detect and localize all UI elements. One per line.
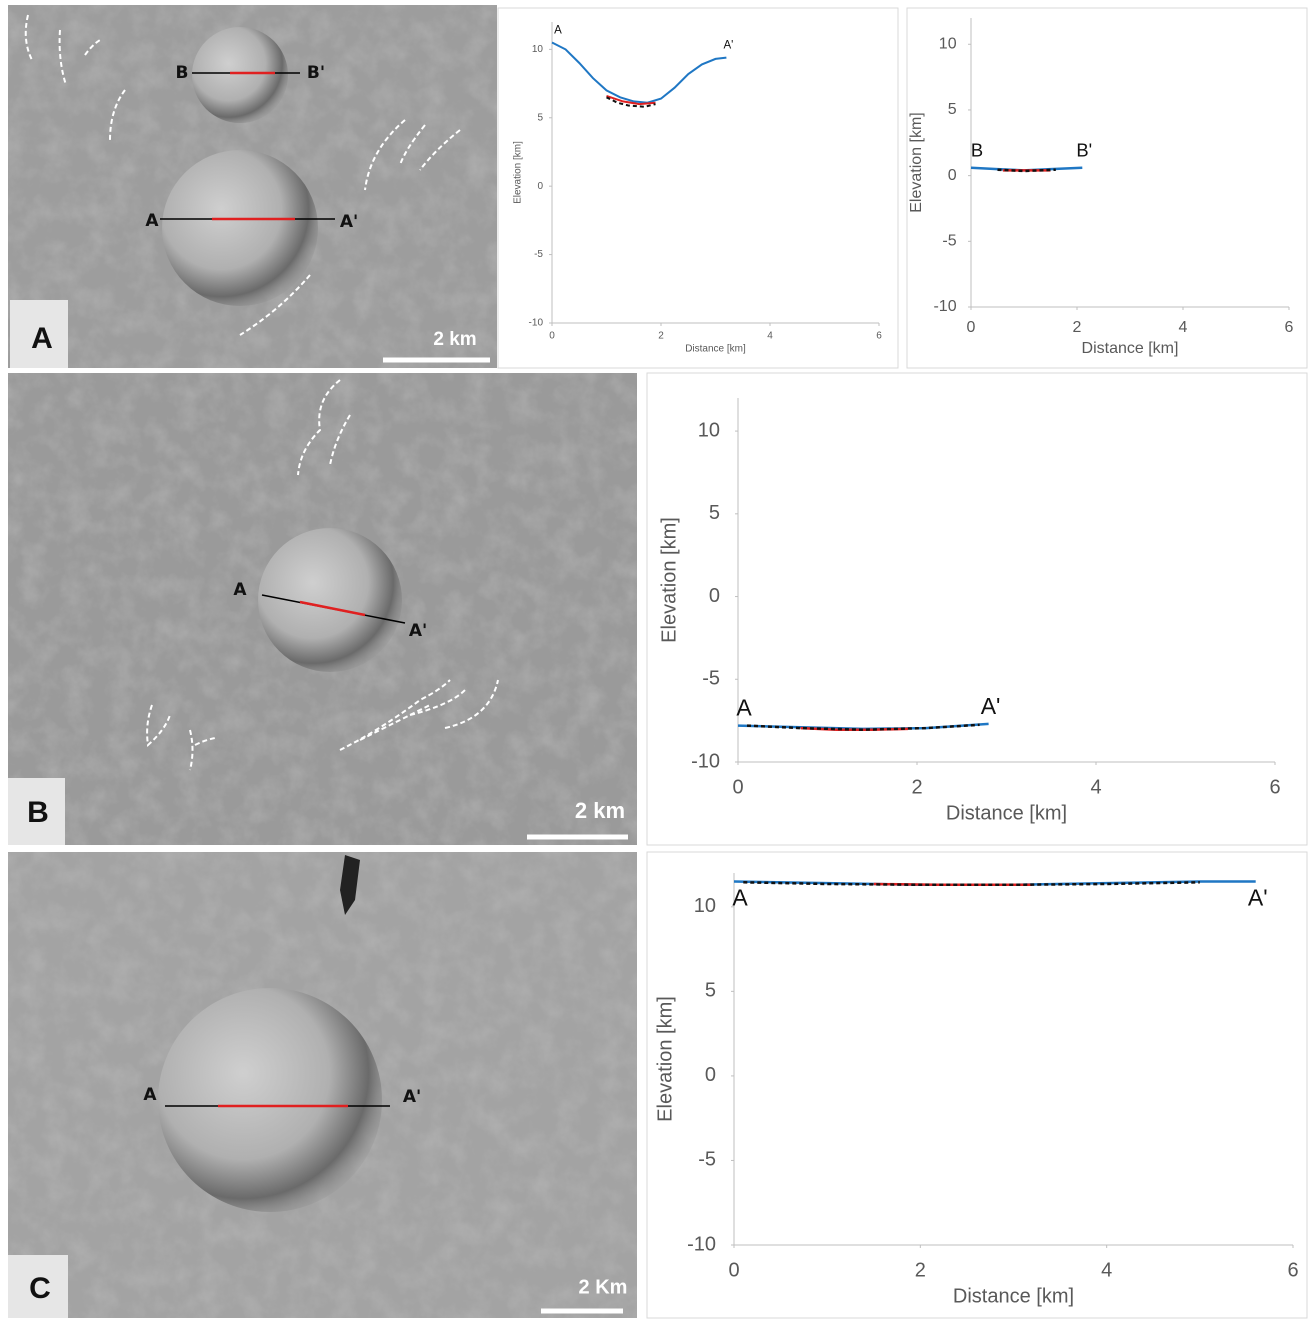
x-tick-label: 0 [728, 1259, 739, 1281]
image-panel: B B' A A' A 2 km [8, 5, 497, 368]
profile-line [997, 168, 1056, 173]
chart-frame [497, 7, 899, 369]
x-axis-title: Distance [km] [946, 802, 1067, 824]
panel-label: B [27, 796, 49, 829]
chart-frame [906, 7, 1308, 369]
y-tick-label: 5 [709, 502, 720, 524]
annotation: B [971, 140, 983, 161]
panel-label: A [31, 322, 53, 355]
y-tick-label: 5 [537, 112, 543, 123]
annotation: A' [1248, 885, 1268, 911]
chart: -10 -5 0 5 10 0 2 4 6 Distance [km] Elevation [km]… [646, 851, 1308, 1319]
section-label: B [176, 63, 189, 83]
y-tick-label: 0 [709, 585, 720, 607]
x-tick-label: 0 [732, 776, 743, 798]
section-label: A' [403, 1087, 421, 1107]
x-axis-title: Distance [km] [1082, 340, 1179, 357]
annotation: A [554, 25, 562, 37]
x-tick-label: 4 [1101, 1259, 1112, 1281]
x-tick-label: 2 [911, 776, 922, 798]
y-tick-label: -5 [702, 668, 720, 690]
y-tick-label: -10 [691, 750, 720, 772]
y-axis-title: Elevation [km] [654, 996, 676, 1122]
chart: -10 -5 0 5 10 0 2 4 6 Distance [km] Elevation [km]… [906, 7, 1308, 369]
y-tick-label: 5 [948, 101, 957, 118]
y-tick-label: -5 [698, 1149, 716, 1171]
y-axis-title: Elevation [km] [513, 141, 524, 204]
chart-frame [646, 851, 1308, 1319]
annotation: A' [981, 693, 1001, 719]
annotation: A' [723, 40, 733, 52]
panel-label: C [29, 1272, 51, 1305]
annotation: B' [1076, 140, 1092, 161]
section-label: A [233, 580, 247, 600]
x-tick-label: 6 [1285, 319, 1294, 336]
image-panel: A A' B 2 km [8, 373, 637, 845]
y-axis-title: Elevation [km] [908, 112, 925, 212]
chart: -10 -5 0 5 10 0 2 4 6 Distance [km] Elevation [km]… [497, 7, 899, 369]
image-panel: A A' C 2 Km [8, 852, 637, 1318]
y-tick-label: -5 [534, 249, 543, 260]
x-axis-title: Distance [km] [685, 344, 746, 355]
section-label: A' [340, 212, 358, 232]
x-tick-label: 4 [767, 331, 773, 342]
section-label: A [143, 1085, 157, 1105]
x-tick-label: 2 [1073, 319, 1082, 336]
x-tick-label: 6 [1287, 1259, 1298, 1281]
section-label: A [145, 211, 159, 231]
section-label: B' [307, 63, 325, 83]
y-tick-label: 0 [537, 181, 543, 192]
y-tick-label: -10 [933, 298, 956, 315]
y-tick-label: 10 [939, 35, 957, 52]
y-tick-label: 10 [694, 895, 716, 917]
y-tick-label: -10 [529, 318, 544, 329]
profile-line [743, 881, 1200, 887]
profile-line [606, 96, 656, 108]
y-tick-label: -5 [942, 233, 956, 250]
annotation: A [732, 885, 748, 911]
x-tick-label: 2 [915, 1259, 926, 1281]
x-tick-label: 6 [876, 331, 882, 342]
chart-frame [646, 372, 1308, 846]
profile-line [746, 723, 980, 731]
x-tick-label: 0 [549, 331, 555, 342]
x-tick-label: 2 [658, 331, 664, 342]
y-tick-label: 0 [948, 167, 957, 184]
annotation: A [736, 695, 752, 721]
y-tick-label: -10 [687, 1233, 716, 1255]
profile-line [551, 41, 727, 104]
y-tick-label: 0 [705, 1064, 716, 1086]
x-tick-label: 4 [1090, 776, 1101, 798]
scale-label: 2 km [433, 329, 476, 350]
profile-line [606, 94, 656, 106]
y-axis-title: Elevation [km] [658, 517, 680, 643]
x-tick-label: 4 [1179, 319, 1188, 336]
x-axis-title: Distance [km] [953, 1285, 1074, 1307]
chart: -10 -5 0 5 10 0 2 4 6 Distance [km] Elevation [km]… [646, 372, 1308, 846]
section-label: A' [409, 621, 427, 641]
y-tick-label: 5 [705, 980, 716, 1002]
x-tick-label: 0 [967, 319, 976, 336]
scale-label: 2 km [575, 798, 625, 823]
y-tick-label: 10 [532, 44, 544, 55]
x-tick-label: 6 [1269, 776, 1280, 798]
y-tick-label: 10 [698, 419, 720, 441]
scale-label: 2 Km [579, 1276, 628, 1298]
